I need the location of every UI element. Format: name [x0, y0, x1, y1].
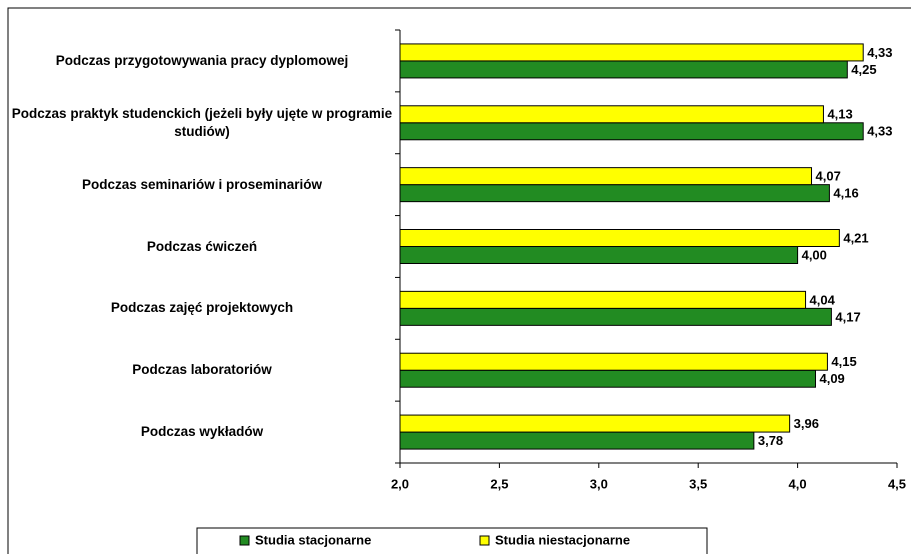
data-label: 3,78: [758, 433, 783, 448]
x-tick-label: 2,0: [391, 476, 409, 491]
data-label: 4,17: [835, 309, 860, 324]
x-tick-label: 4,0: [789, 476, 807, 491]
bar: [399, 369, 816, 388]
x-tick-label: 3,0: [590, 476, 608, 491]
category-label: Podczas wykładów: [140, 424, 264, 440]
category-label: Podczas seminariów i proseminariów: [81, 176, 323, 192]
category-label: Podczas przygotowywania pracy dyplomowej: [55, 52, 349, 68]
legend-swatch: [479, 535, 490, 546]
bar: [399, 307, 832, 326]
bar: [399, 352, 828, 371]
data-label: 3,96: [794, 416, 819, 431]
data-label: 4,15: [831, 354, 856, 369]
bar: [399, 290, 807, 309]
data-label: 4,13: [827, 107, 852, 122]
bar: [399, 60, 848, 79]
legend-box: [196, 527, 708, 554]
legend-label: Studia stacjonarne: [255, 532, 371, 547]
bar: [399, 167, 813, 186]
x-tick-label: 3,5: [689, 476, 707, 491]
category-label: Podczas zajęć projektowych: [110, 300, 294, 316]
data-label: 4,04: [810, 292, 836, 307]
bar: [399, 105, 824, 124]
bar: [399, 43, 864, 62]
chart-border: [7, 7, 911, 554]
x-tick-label: 4,5: [888, 476, 906, 491]
data-label: 4,00: [802, 247, 827, 262]
bar: [399, 414, 791, 433]
category-label: Podczas ćwiczeń: [146, 238, 258, 254]
data-label: 4,09: [819, 371, 844, 386]
data-label: 4,21: [843, 230, 868, 245]
legend-label: Studia niestacjonarne: [495, 532, 630, 547]
bar: [399, 184, 830, 203]
data-label: 4,16: [833, 186, 858, 201]
bar: [399, 246, 799, 264]
legend-swatch: [239, 535, 250, 546]
data-label: 4,33: [867, 124, 892, 139]
bar: [399, 122, 864, 141]
data-label: 4,33: [867, 45, 892, 60]
category-label: Podczas laboratoriów: [132, 362, 272, 378]
x-tick-label: 2,5: [490, 476, 508, 491]
data-label: 4,25: [851, 62, 876, 77]
category-label: Podczas praktyk studenckich (jeżeli były…: [11, 105, 393, 139]
bar: [399, 229, 840, 247]
bar: [399, 431, 755, 450]
data-label: 4,07: [816, 169, 841, 184]
